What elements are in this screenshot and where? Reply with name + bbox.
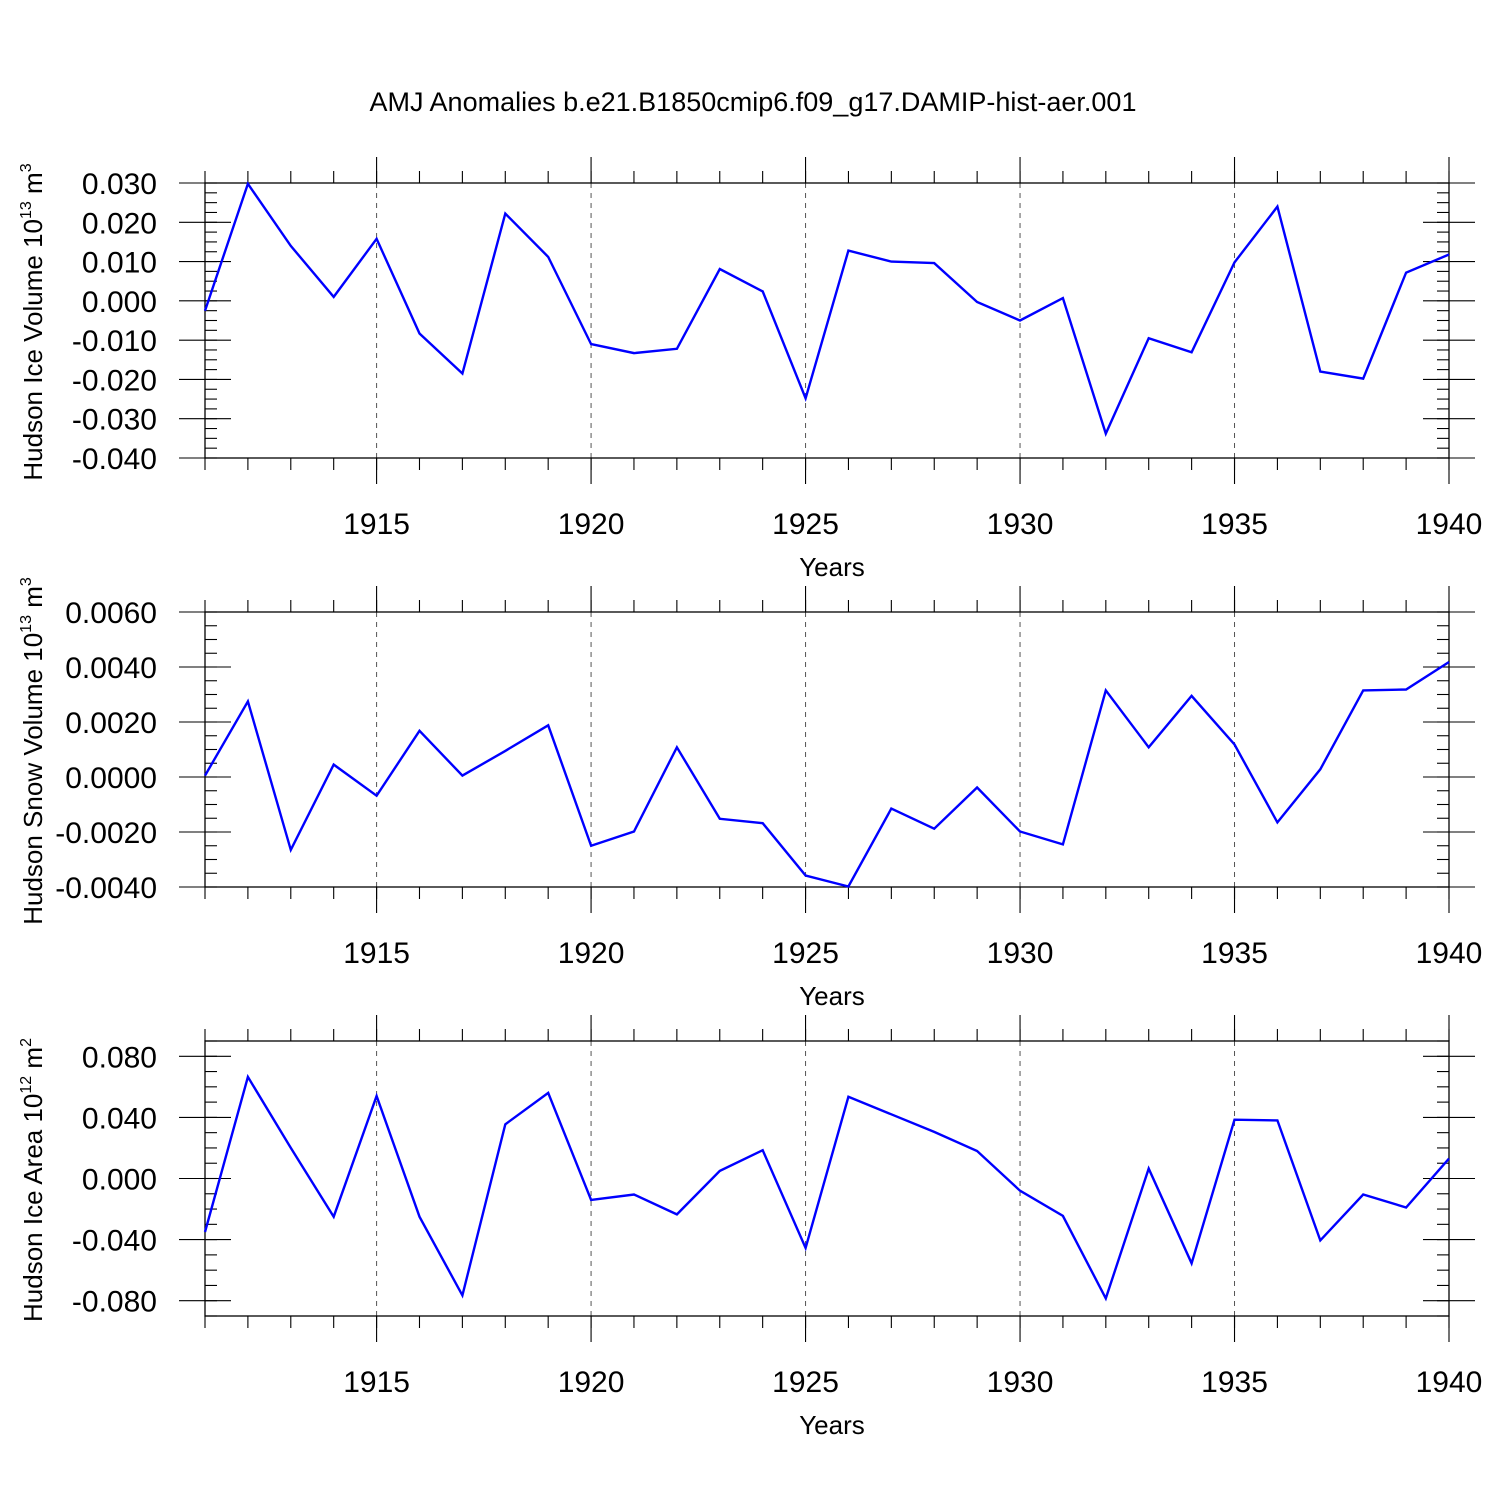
x-tick-label: 1915 bbox=[343, 937, 410, 970]
y-tick-label: 0.000 bbox=[82, 1164, 157, 1197]
y-tick-label: 0.080 bbox=[82, 1041, 157, 1074]
y-tick-label: -0.010 bbox=[72, 325, 157, 358]
x-tick-label: 1940 bbox=[1416, 508, 1483, 541]
x-tick-label: 1920 bbox=[558, 937, 625, 970]
x-tick-label: 1940 bbox=[1416, 937, 1483, 970]
y-tick-label: -0.020 bbox=[72, 364, 157, 397]
y-tick-label: -0.0020 bbox=[55, 817, 157, 850]
series-line bbox=[203, 1073, 1450, 1302]
y-axis-label-unit: m bbox=[18, 1047, 48, 1076]
x-tick-label: 1935 bbox=[1201, 937, 1268, 970]
y-axis-label-unit-exponent: 3 bbox=[18, 163, 35, 172]
y-tick-label: -0.080 bbox=[72, 1286, 157, 1319]
y-axis-label-unit: m bbox=[18, 586, 48, 615]
y-axis-label-unit-exponent: 3 bbox=[18, 577, 35, 586]
y-axis-label: Hudson Snow Volume 1013 m3 bbox=[18, 577, 48, 925]
x-axis-label: Years bbox=[799, 552, 865, 582]
y-tick-label: 0.040 bbox=[82, 1102, 157, 1135]
y-axis-label-unit-exponent: 2 bbox=[18, 1038, 35, 1047]
x-tick-label: 1925 bbox=[772, 937, 839, 970]
x-tick-label: 1925 bbox=[772, 508, 839, 541]
y-tick-label: 0.010 bbox=[82, 247, 157, 280]
x-axis-label: Years bbox=[799, 981, 865, 1011]
x-tick-label: 1920 bbox=[558, 508, 625, 541]
panels: -0.040 -0.030 -0.020 -0.010 0.000 0.010 0.020 0… bbox=[18, 157, 1482, 1440]
plot-frame bbox=[204, 1040, 1450, 1317]
y-tick-label: 0.020 bbox=[82, 207, 157, 240]
panel-3: -0.080 -0.040 0.000 0.040 0.080 1915 1920 1925 1… bbox=[18, 1015, 1482, 1440]
panel-2: -0.0040 -0.0020 0.0000 0.0020 0.0040 0.0060 19… bbox=[18, 577, 1482, 1011]
y-tick-label: -0.030 bbox=[72, 404, 157, 437]
y-axis-label-text: Hudson Snow Volume 10 bbox=[18, 633, 48, 925]
x-tick-label: 1935 bbox=[1201, 1366, 1268, 1399]
panel-1: -0.040 -0.030 -0.020 -0.010 0.000 0.010 0.020 0… bbox=[18, 157, 1482, 582]
y-tick-label: 0.0060 bbox=[65, 597, 157, 630]
y-tick-label: 0.000 bbox=[82, 286, 157, 319]
x-tick-label: 1930 bbox=[987, 508, 1054, 541]
x-tick-label: 1930 bbox=[987, 1366, 1054, 1399]
y-tick-label: -0.040 bbox=[72, 443, 157, 476]
y-tick-label: -0.0040 bbox=[55, 872, 157, 905]
x-tick-label: 1915 bbox=[343, 508, 410, 541]
y-axis-label: Hudson Ice Area 1012 m2 bbox=[18, 1038, 48, 1322]
x-tick-label: 1940 bbox=[1416, 1366, 1483, 1399]
y-axis-label-text: Hudson Ice Area 10 bbox=[18, 1094, 48, 1322]
x-tick-label: 1915 bbox=[343, 1366, 410, 1399]
x-tick-label: 1935 bbox=[1201, 508, 1268, 541]
y-tick-label: -0.040 bbox=[72, 1225, 157, 1258]
x-axis-label: Years bbox=[799, 1410, 865, 1440]
series-line bbox=[203, 181, 1450, 437]
y-axis-label-exponent: 13 bbox=[18, 615, 35, 633]
y-axis-label-unit: m bbox=[18, 172, 48, 201]
x-tick-label: 1920 bbox=[558, 1366, 625, 1399]
y-axis-label-exponent: 12 bbox=[18, 1076, 35, 1094]
y-tick-label: 0.0020 bbox=[65, 707, 157, 740]
x-tick-label: 1925 bbox=[772, 1366, 839, 1399]
y-tick-label: 0.0000 bbox=[65, 762, 157, 795]
y-axis-label-text: Hudson Ice Volume 10 bbox=[18, 219, 48, 481]
series-line bbox=[203, 660, 1450, 888]
y-tick-label: 0.030 bbox=[82, 168, 157, 201]
x-tick-label: 1930 bbox=[987, 937, 1054, 970]
y-tick-label: 0.0040 bbox=[65, 652, 157, 685]
figure-title: AMJ Anomalies b.e21.B1850cmip6.f09_g17.D… bbox=[370, 87, 1137, 117]
y-axis-label: Hudson Ice Volume 1013 m3 bbox=[18, 163, 48, 480]
plot-frame bbox=[204, 611, 1450, 888]
y-axis-label-exponent: 13 bbox=[18, 201, 35, 219]
